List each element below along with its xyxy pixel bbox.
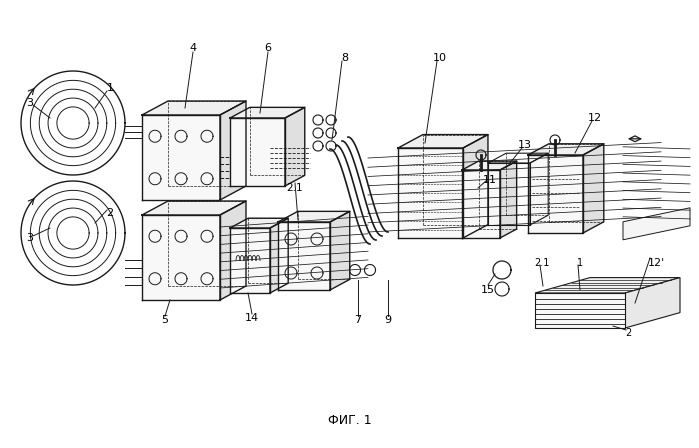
Polygon shape bbox=[535, 293, 625, 328]
Text: 7: 7 bbox=[354, 315, 361, 325]
Text: 9: 9 bbox=[384, 315, 391, 325]
Polygon shape bbox=[142, 101, 246, 115]
Text: 3: 3 bbox=[27, 98, 34, 108]
Text: 2: 2 bbox=[106, 208, 113, 218]
Polygon shape bbox=[142, 115, 220, 200]
Text: 6: 6 bbox=[264, 43, 271, 53]
Text: 10: 10 bbox=[433, 53, 447, 63]
Text: 2.1: 2.1 bbox=[287, 183, 303, 193]
Polygon shape bbox=[398, 148, 463, 238]
Polygon shape bbox=[398, 134, 488, 148]
Polygon shape bbox=[285, 108, 305, 186]
Polygon shape bbox=[528, 144, 604, 155]
Polygon shape bbox=[625, 278, 680, 328]
Polygon shape bbox=[462, 170, 500, 238]
Polygon shape bbox=[278, 222, 330, 290]
Text: 13: 13 bbox=[518, 140, 532, 150]
Text: 3: 3 bbox=[27, 233, 34, 243]
Text: 1: 1 bbox=[106, 83, 113, 93]
Text: ФИГ. 1: ФИГ. 1 bbox=[328, 414, 371, 426]
Text: 15: 15 bbox=[481, 285, 495, 295]
Text: 2.1: 2.1 bbox=[534, 258, 549, 268]
Text: 2: 2 bbox=[625, 328, 631, 338]
Polygon shape bbox=[230, 218, 288, 228]
Polygon shape bbox=[535, 278, 680, 293]
Text: 5: 5 bbox=[161, 315, 168, 325]
Polygon shape bbox=[278, 211, 350, 222]
Polygon shape bbox=[142, 201, 246, 215]
Polygon shape bbox=[230, 108, 305, 118]
Polygon shape bbox=[500, 161, 517, 238]
Text: 12: 12 bbox=[588, 113, 602, 123]
Polygon shape bbox=[220, 201, 246, 300]
Polygon shape bbox=[230, 118, 285, 186]
Text: 4: 4 bbox=[189, 43, 196, 53]
Text: 14: 14 bbox=[245, 313, 259, 323]
Polygon shape bbox=[142, 215, 220, 300]
Polygon shape bbox=[220, 101, 246, 200]
Polygon shape bbox=[230, 228, 270, 293]
Polygon shape bbox=[528, 155, 583, 233]
Text: 8: 8 bbox=[341, 53, 349, 63]
Polygon shape bbox=[583, 144, 604, 233]
Polygon shape bbox=[270, 218, 288, 293]
Polygon shape bbox=[623, 208, 690, 240]
Polygon shape bbox=[462, 161, 517, 170]
Polygon shape bbox=[330, 211, 350, 290]
Polygon shape bbox=[463, 134, 488, 238]
Text: 12': 12' bbox=[647, 258, 665, 268]
Text: 11: 11 bbox=[483, 175, 497, 185]
Text: 1: 1 bbox=[577, 258, 583, 268]
